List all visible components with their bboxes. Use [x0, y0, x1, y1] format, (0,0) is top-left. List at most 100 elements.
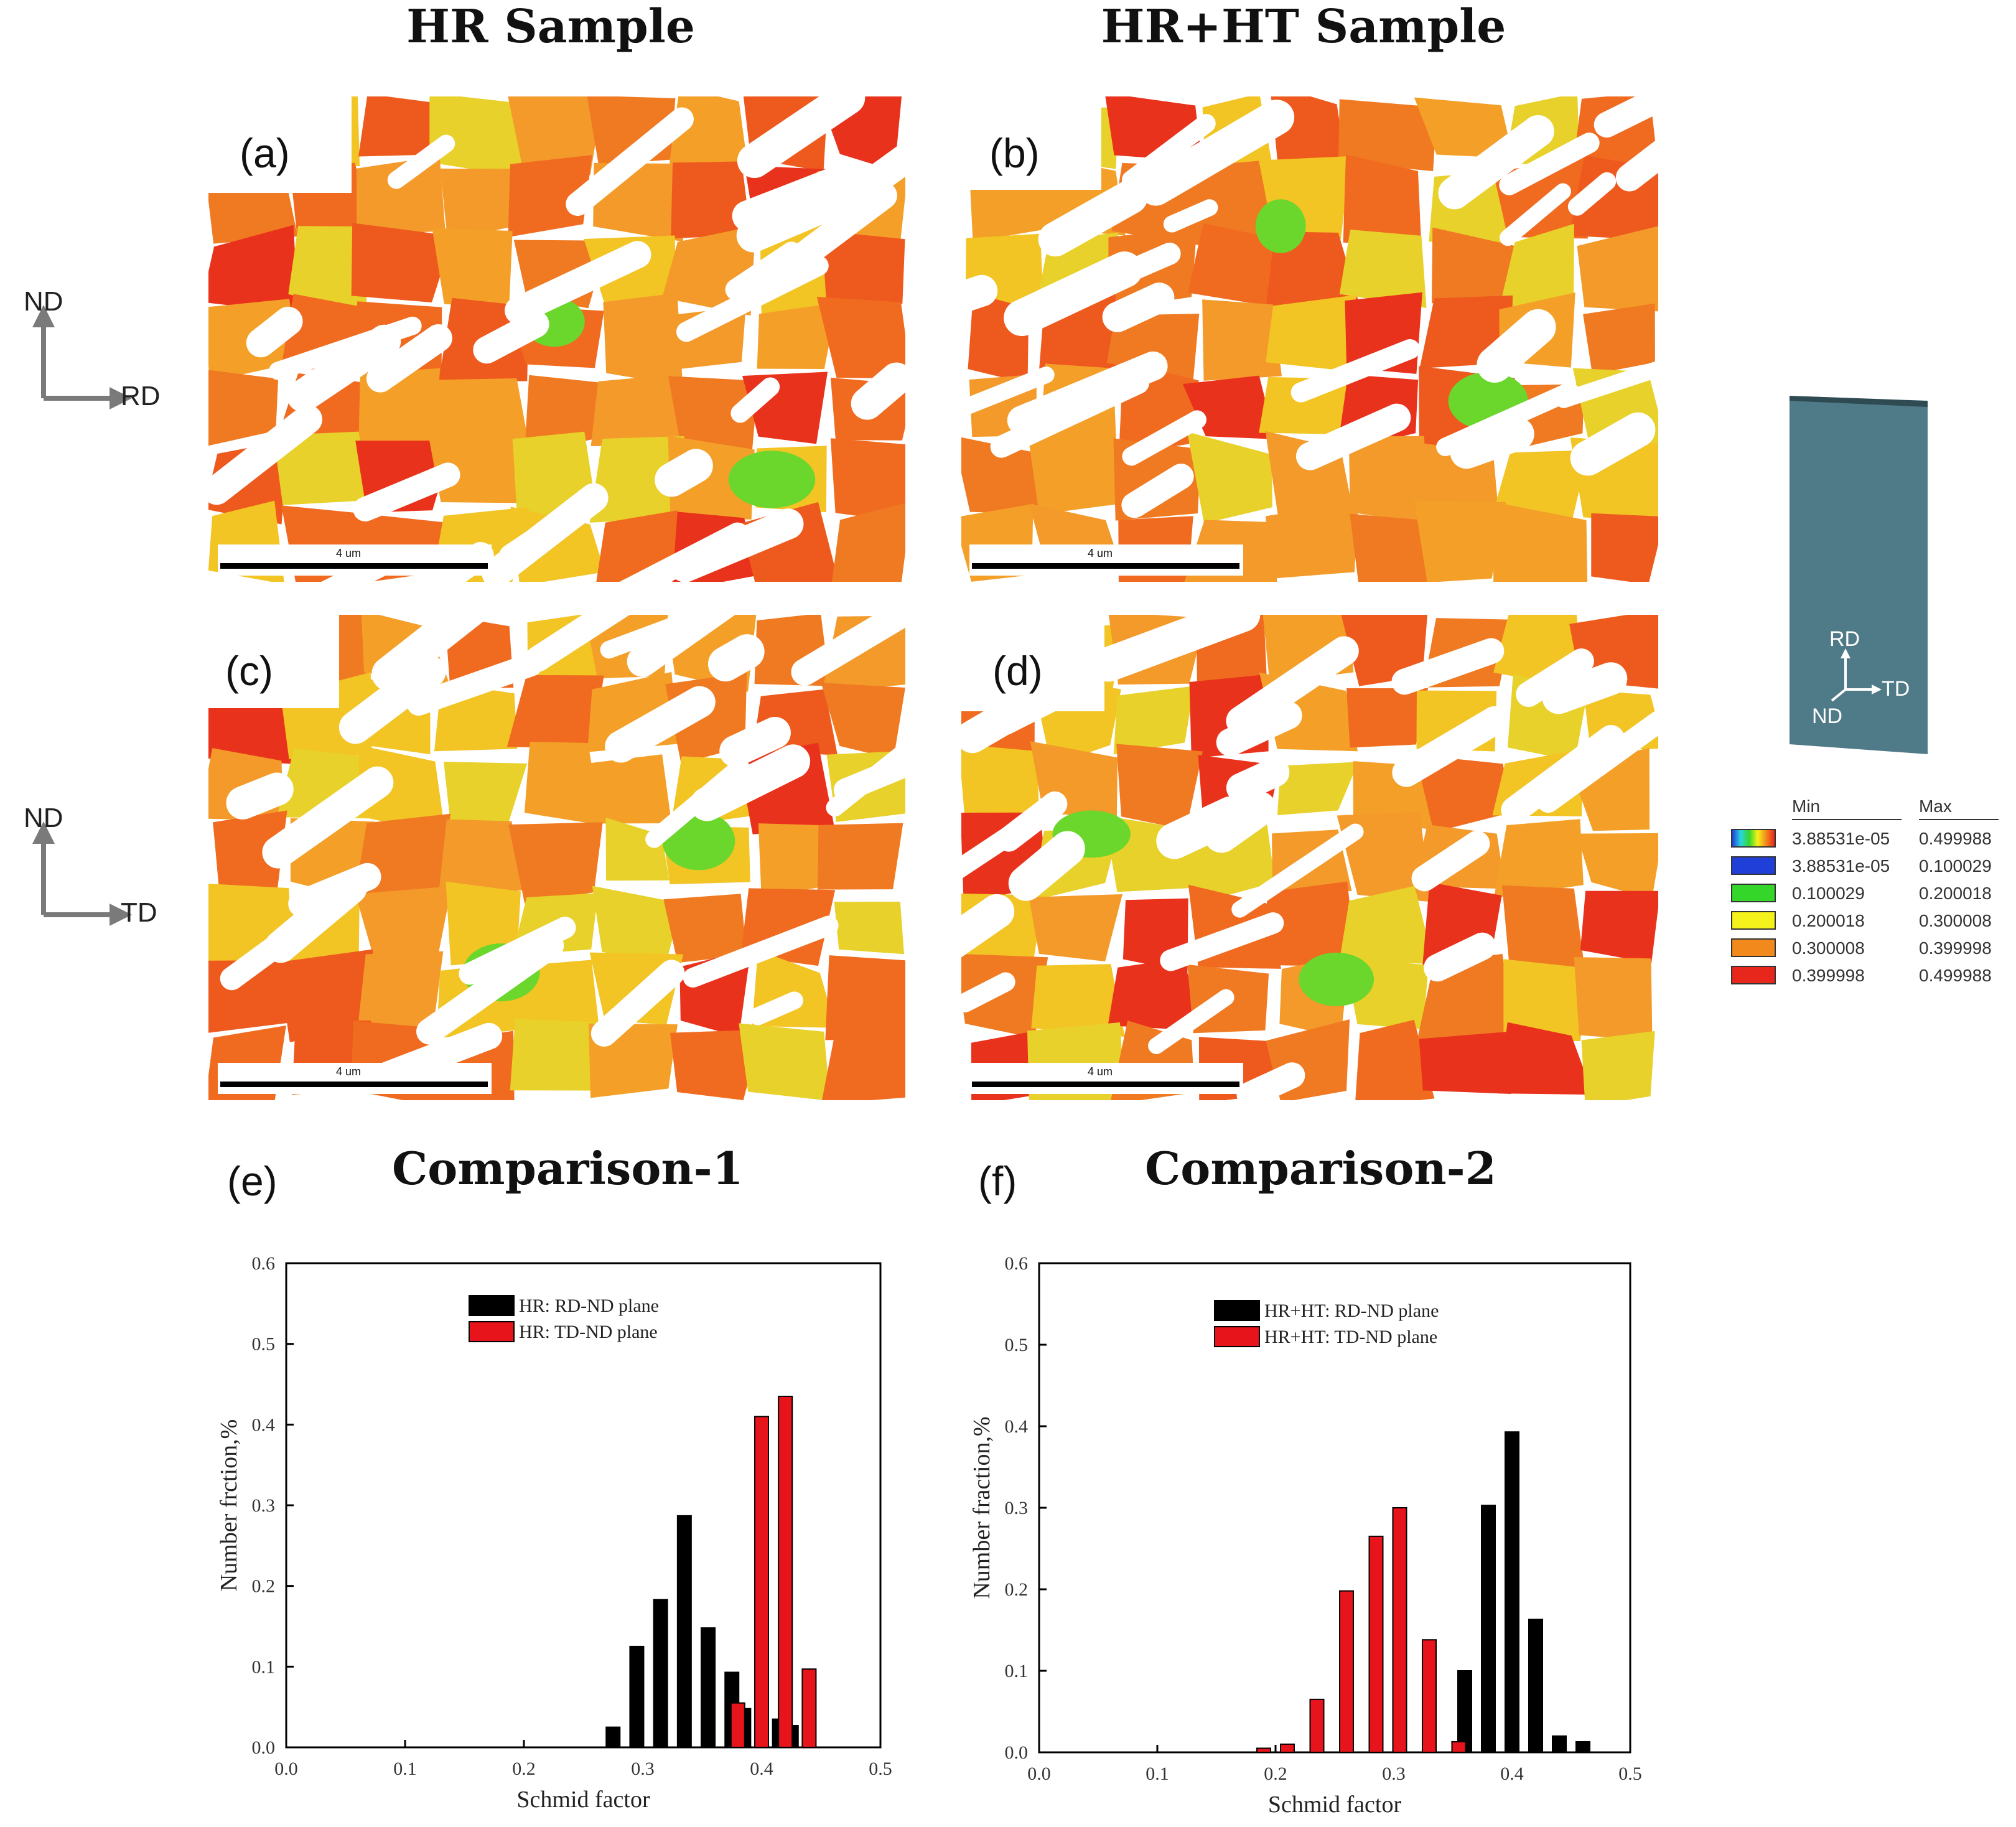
legend-swatch	[469, 1321, 515, 1342]
bar	[1256, 1747, 1271, 1754]
white-phase-island	[1236, 1062, 1305, 1100]
white-phase-island	[1499, 133, 1600, 195]
legend-min-value: 0.200018	[1792, 911, 1865, 930]
white-phase-island	[1226, 757, 1290, 803]
grain	[429, 378, 528, 451]
white-phase-island	[1122, 410, 1206, 466]
white-phase-island	[1102, 283, 1175, 332]
nd-label-top: ND	[24, 286, 63, 317]
scale-bar-b: 4 um	[969, 544, 1243, 576]
white-phase-island	[627, 615, 743, 677]
white-phase-island	[1615, 128, 1658, 192]
grain	[1498, 1022, 1594, 1095]
white-phase-island	[1231, 823, 1364, 918]
white-phase-island	[590, 960, 685, 1047]
white-phase-island	[1163, 199, 1218, 233]
y-tick-label: 0.1	[1005, 1661, 1029, 1681]
white-phase-island	[1061, 242, 1181, 307]
legend-row: 0.100029 0.200018	[1731, 881, 2005, 906]
white-phase-island	[1537, 710, 1658, 813]
white-phase-island	[1477, 309, 1556, 383]
white-phase-island	[1570, 412, 1656, 476]
specimen-nd-label: ND	[1812, 704, 1843, 728]
white-phase-island	[208, 404, 322, 505]
white-phase-island	[1007, 351, 1168, 436]
x-tick-label: 0.3	[631, 1759, 655, 1779]
panel-label-b: (b)	[989, 130, 1040, 176]
bar	[629, 1645, 645, 1749]
grain	[1187, 432, 1272, 524]
grain	[432, 228, 513, 309]
bar	[653, 1599, 668, 1749]
panel-label-f: (f)	[978, 1158, 1017, 1204]
grain	[1116, 744, 1203, 830]
bar	[1422, 1639, 1437, 1753]
grain	[1348, 436, 1429, 525]
bar-chart-comparison-1: 0.0 0.1 0.2 0.3 0.4 0.5 0.6 0.0 0.1 0.2 0.3 0.4 0.5 S…	[216, 1253, 892, 1813]
bar	[801, 1668, 817, 1748]
white-phase-island	[1148, 989, 1234, 1054]
legend-min-value: 0.100029	[1792, 884, 1865, 903]
legend-max-value: 0.100029	[1919, 856, 1992, 876]
x-tick-label: 0.4	[750, 1759, 773, 1779]
legend-swatch	[1731, 829, 1776, 848]
map-panel-c	[208, 615, 905, 1100]
white-phase-island	[353, 462, 460, 522]
white-phase-island	[226, 772, 294, 820]
legend-entry: HR+HT: RD-ND plane	[1264, 1301, 1439, 1321]
hrht-sample-title: HR+HT Sample	[1101, 0, 1506, 54]
scale-bar-a: 4 um	[218, 544, 492, 576]
label-bg-b	[961, 96, 1101, 190]
white-phase-island	[1216, 701, 1302, 757]
grain	[1108, 958, 1203, 1031]
scale-bar-d-line	[972, 1082, 1239, 1087]
white-phase-island	[246, 306, 303, 358]
bar	[1309, 1698, 1325, 1753]
white-phase-island	[707, 634, 765, 682]
white-phase-island	[1556, 345, 1658, 408]
grain	[821, 683, 905, 759]
grain	[208, 370, 279, 446]
y-tick-label: 0.5	[252, 1334, 276, 1355]
grain	[1029, 439, 1126, 515]
grain	[961, 954, 1048, 1039]
scale-bar-c: 4 um	[218, 1063, 492, 1094]
legend-entry: HR: RD-ND plane	[519, 1296, 659, 1316]
grain	[817, 823, 903, 890]
white-phase-island	[1424, 932, 1496, 982]
white-phase-island	[387, 134, 455, 189]
white-phase-island	[473, 311, 549, 364]
white-phase-island	[961, 274, 998, 320]
grain	[830, 438, 905, 522]
legend-max-value: 0.499988	[1919, 966, 1992, 985]
x-tick-label: 0.1	[1146, 1764, 1169, 1784]
grain	[592, 885, 682, 965]
grain	[1501, 885, 1585, 974]
legend-max-value: 0.300008	[1919, 911, 1992, 930]
legend-swatch	[1731, 938, 1776, 957]
white-phase-island	[1567, 172, 1617, 216]
grain	[1113, 686, 1195, 755]
bar	[778, 1395, 793, 1748]
bar	[754, 1416, 769, 1749]
legend-row: 0.399998 0.499988	[1731, 963, 2005, 988]
scale-bar-a-line	[220, 563, 488, 569]
y-tick-label: 0.6	[1005, 1253, 1029, 1274]
white-phase-island	[406, 653, 543, 716]
white-phase-island	[1160, 912, 1284, 971]
legend-swatch	[469, 1295, 515, 1316]
green-grain	[728, 451, 816, 508]
x-tick-label: 0.0	[1027, 1764, 1051, 1784]
bar	[1280, 1743, 1295, 1754]
y-axis-label: Number frction,%	[216, 1419, 242, 1591]
nd-rd-arrows-icon	[32, 305, 132, 409]
specimen-block: RD TD ND	[1780, 392, 1941, 759]
grain	[351, 223, 454, 302]
grain	[1202, 299, 1282, 381]
grain	[1414, 500, 1506, 582]
grain	[1339, 230, 1427, 308]
axes-indicator-top: ND RD	[19, 286, 168, 423]
y-tick-label: 0.0	[1005, 1742, 1029, 1763]
green-grain	[1299, 952, 1374, 1006]
grain	[758, 823, 837, 898]
